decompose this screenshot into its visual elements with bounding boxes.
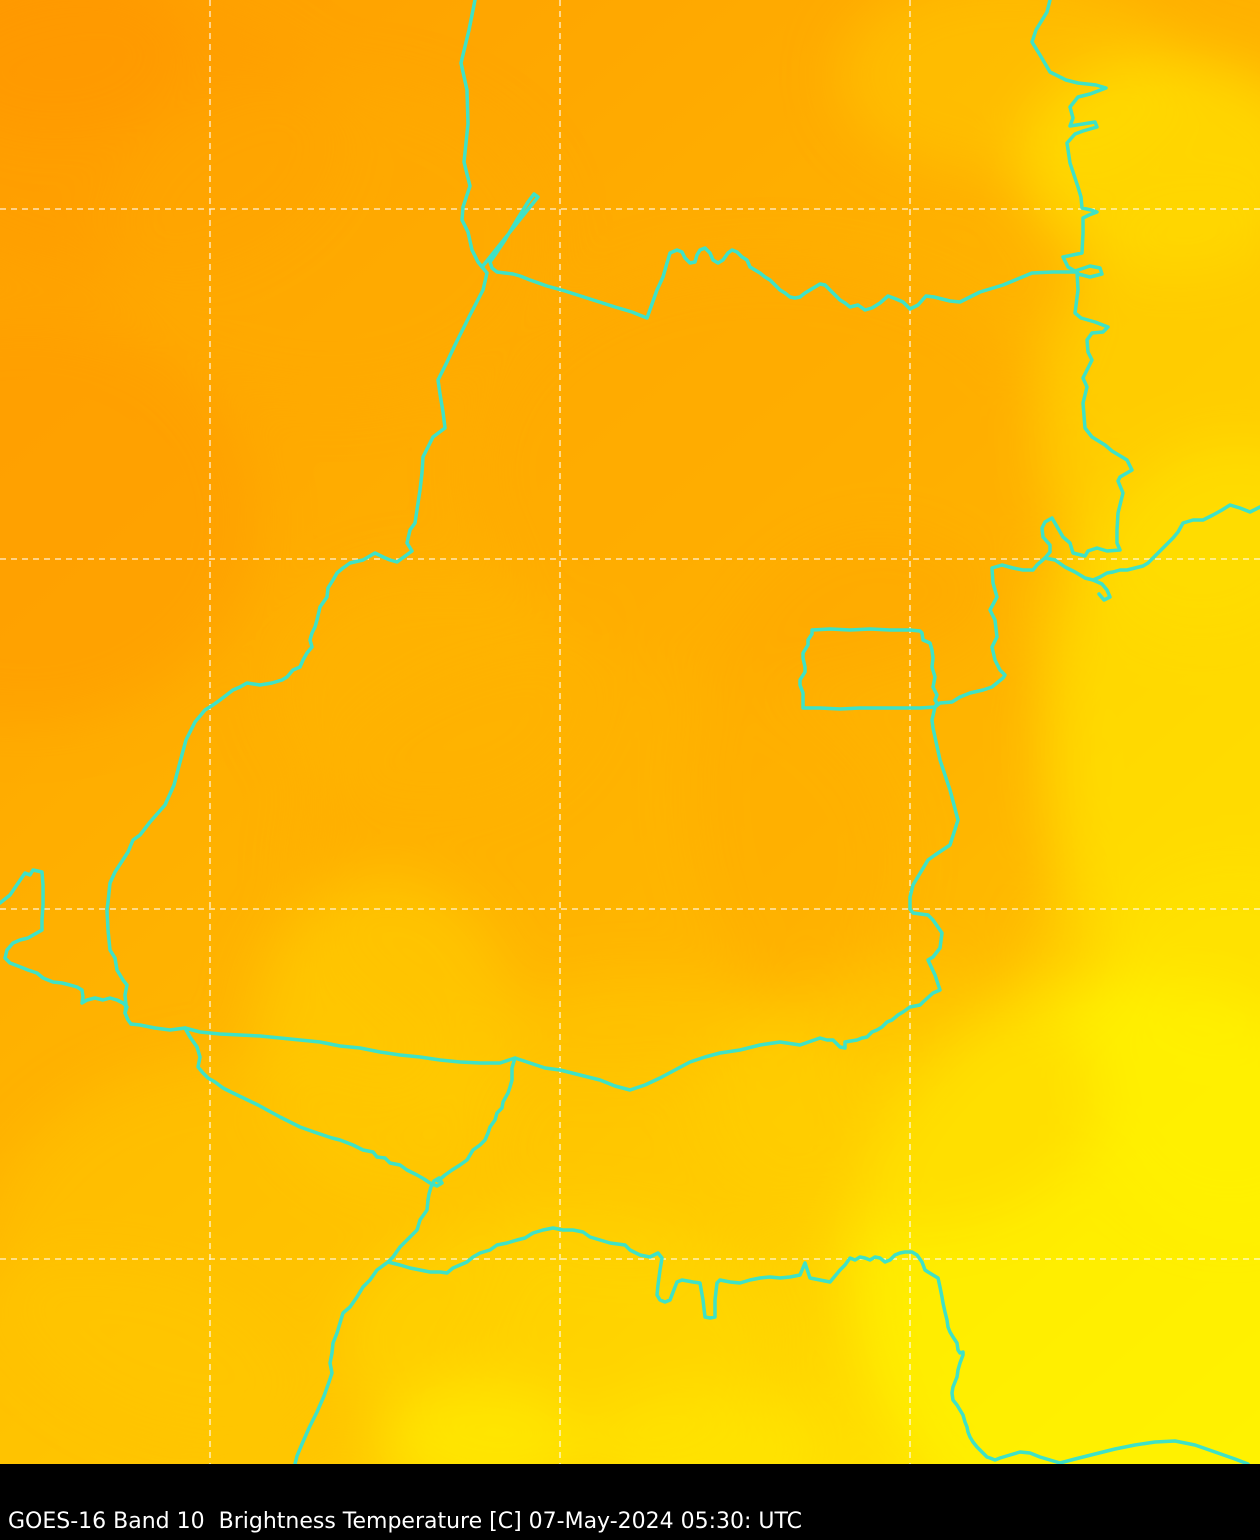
- temperature-patch: [0, 320, 255, 720]
- satellite-map: [0, 0, 1260, 1464]
- boundary-xingu-rectangle: [798, 627, 939, 711]
- latlon-grid: [0, 0, 1260, 1464]
- boundary-west-pointy-loop: [0, 868, 129, 1015]
- product-caption: GOES-16 Band 10 Brightness Temperature […: [8, 1509, 803, 1534]
- boundary-south-border: [129, 705, 960, 1092]
- temperature-patch: [380, 1385, 580, 1464]
- boundary-west-border: [105, 0, 489, 1026]
- boundary-north-border: [480, 192, 1079, 320]
- boundary-branch-mid-to-knot: [436, 1056, 517, 1183]
- boundary-south-to-bottom: [293, 1198, 430, 1464]
- boundary-bottom-east-border: [386, 1226, 1250, 1464]
- temperature-patch: [0, 1260, 300, 1464]
- geo-boundaries: [0, 0, 1260, 1464]
- boundary-branch-west-to-knot: [183, 1026, 444, 1202]
- temperature-patches: [0, 0, 1260, 1464]
- boundary-northeast-border: [933, 0, 1134, 709]
- boundary-east-border-mid: [1043, 503, 1260, 582]
- temperature-patch: [585, 1390, 825, 1464]
- temperature-patch: [110, 80, 550, 400]
- status-bar: GOES-16 Band 10 Brightness Temperature […: [0, 1464, 1260, 1540]
- boundary-east-spur: [1091, 578, 1112, 602]
- temperature-patch: [700, 970, 1100, 1230]
- temperature-patch: [270, 570, 590, 810]
